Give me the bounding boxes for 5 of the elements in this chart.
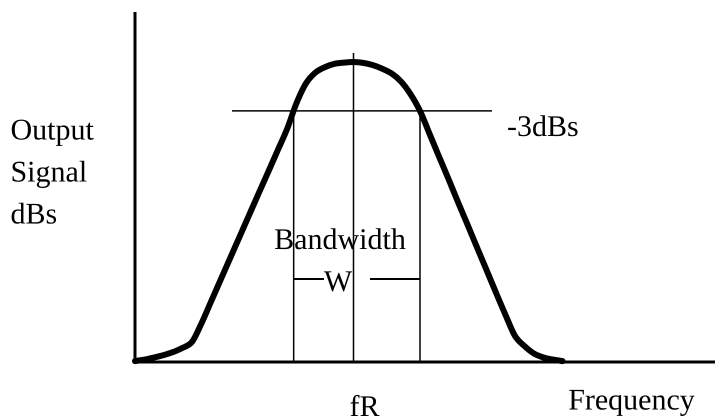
x-axis-title: Frequency [568, 384, 695, 416]
ref-line-label: -3dBs [507, 110, 579, 143]
text: fR [350, 390, 380, 419]
annotation: W [324, 265, 353, 298]
y-axis-title: Output Signal dBs [10, 114, 94, 230]
